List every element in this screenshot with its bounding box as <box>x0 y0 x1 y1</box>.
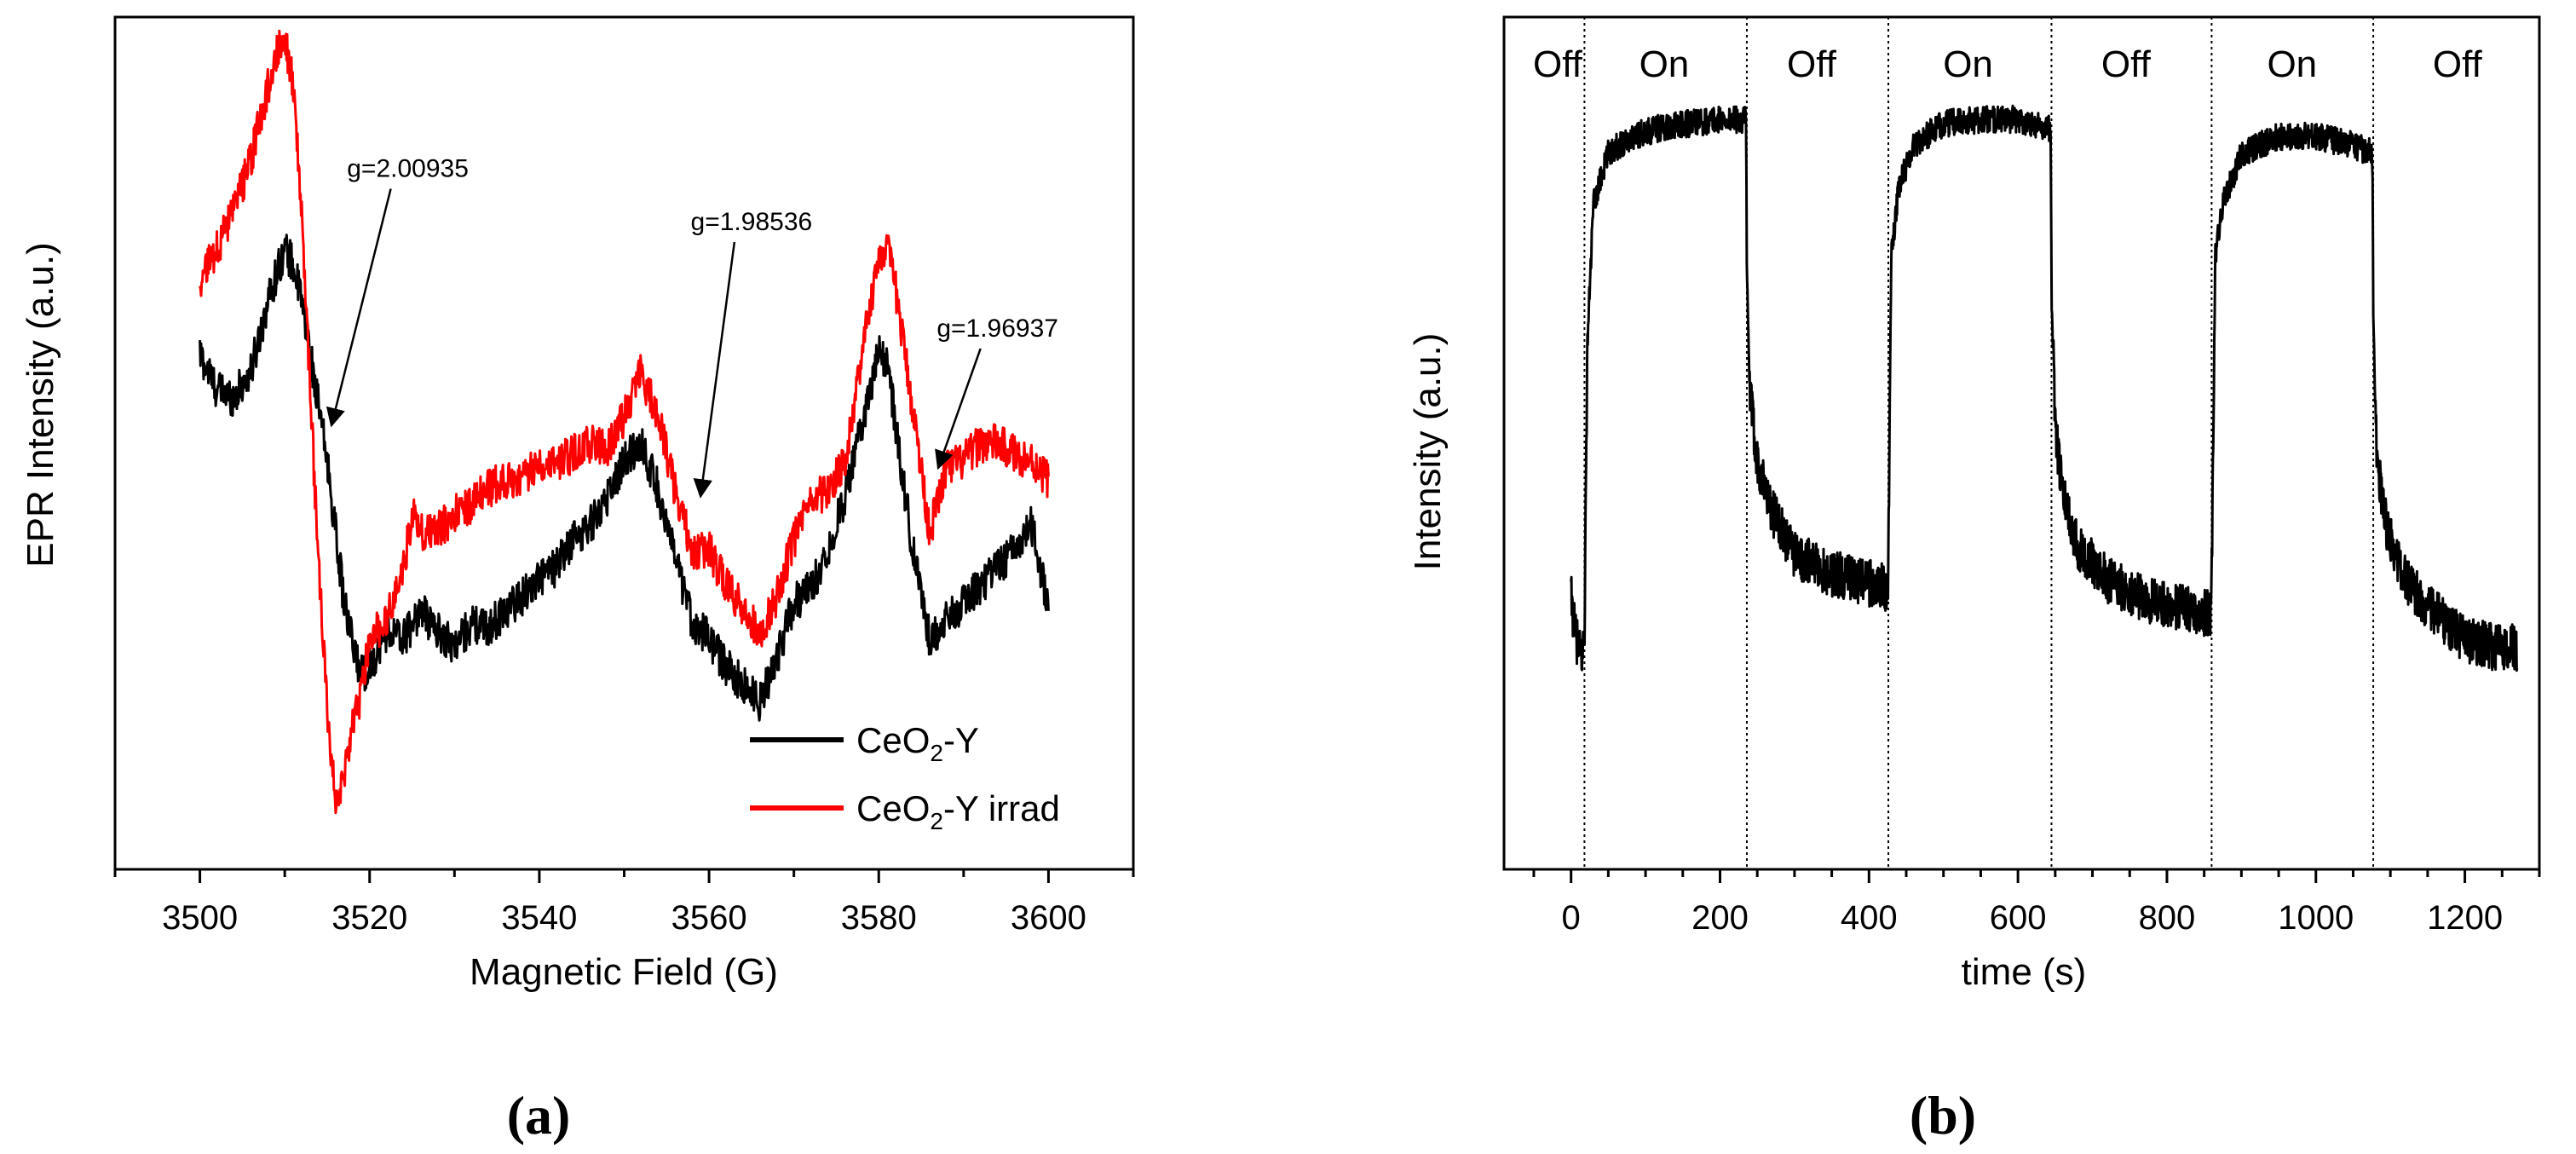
legend-label-ceo2-y-irrad-main: CeO <box>856 788 930 828</box>
panel-b-x-axis-title: time (s) <box>1962 951 2087 993</box>
panel-a-x-ticks <box>113 869 1135 883</box>
panel-a-x-tick-label: 3580 <box>841 899 917 937</box>
panel-a-label: (a) <box>507 1085 571 1145</box>
panel-b-x-tick-label: 1000 <box>2278 899 2354 937</box>
g-factor-annotation: g=1.96937 <box>936 314 1058 343</box>
panel-b-x-tick-label: 1200 <box>2427 899 2503 937</box>
panel-b: Off On Off On Off On Off 0 200 400 600 800 1000 1200… <box>1407 15 2541 1145</box>
panel-a-x-tick-label: 3520 <box>331 899 407 937</box>
panel-a-x-tick-labels: 3500 3520 3540 3560 3580 3600 <box>162 899 1086 937</box>
phase-label-on: On <box>1943 43 1993 85</box>
legend-label-ceo2-y-main: CeO <box>856 720 930 760</box>
panel-a-x-tick-label: 3500 <box>162 899 238 937</box>
legend-label-ceo2-y-rest: -Y <box>943 720 979 760</box>
panel-b-x-tick-label: 200 <box>1691 899 1749 937</box>
panel-a-x-tick-label: 3540 <box>501 899 577 937</box>
legend-label-ceo2-y-sub: 2 <box>930 740 943 766</box>
legend-label-ceo2-y-irrad-rest: -Y irrad <box>943 788 1060 828</box>
panel-b-x-tick-label: 0 <box>1562 899 1581 937</box>
panel-a-annotations: g=2.00935 g=1.98536 g=1.96937 <box>326 155 1058 499</box>
g-factor-annotation: g=2.00935 <box>347 155 469 183</box>
phase-label-on: On <box>1640 43 1690 85</box>
panel-a-x-tick-label: 3600 <box>1011 899 1086 937</box>
panel-b-phase-labels: Off On Off On Off On Off <box>1533 43 2483 85</box>
panel-a-y-axis-title: EPR Intensity (a.u.) <box>20 242 61 567</box>
series-line-ceo2-y <box>199 234 1050 722</box>
panel-a: 3500 3520 3540 3560 3580 3600 g=2.00935 g=1.98… <box>20 15 1135 1145</box>
phase-label-off: Off <box>2433 43 2483 85</box>
series-line-intensity <box>1570 104 2519 672</box>
panel-a-series-lines <box>199 29 1050 815</box>
panel-a-x-tick-label: 3560 <box>671 899 747 937</box>
phase-label-on: On <box>2267 43 2317 85</box>
g-factor-annotation: g=1.98536 <box>691 208 813 236</box>
panel-a-legend: CeO2-Y CeO2-Y irrad <box>750 720 1060 834</box>
panel-b-x-tick-label: 800 <box>2139 899 2196 937</box>
panel-b-axes-frame <box>1502 15 2541 871</box>
series-line-ceo2-y-irrad <box>199 29 1050 815</box>
phase-label-off: Off <box>2101 43 2152 85</box>
legend-label-ceo2-y-irrad-sub: 2 <box>930 808 943 834</box>
phase-label-off: Off <box>1787 43 1837 85</box>
panel-b-x-tick-label: 400 <box>1841 899 1898 937</box>
panel-b-x-ticks <box>1532 869 2541 883</box>
panel-b-y-axis-title: Intensity (a.u.) <box>1407 333 1449 571</box>
panel-b-x-tick-label: 600 <box>1990 899 2047 937</box>
phase-label-off: Off <box>1533 43 1583 85</box>
panel-a-x-axis-title: Magnetic Field (G) <box>470 951 778 993</box>
g-factor-arrow <box>326 188 392 428</box>
g-factor-arrow <box>935 348 982 470</box>
panel-b-label: (b) <box>1910 1085 1976 1145</box>
panel-b-series-lines <box>1570 104 2519 672</box>
legend-label-ceo2-y-irrad: CeO2-Y irrad <box>856 788 1060 834</box>
legend-label-ceo2-y: CeO2-Y <box>856 720 979 766</box>
g-factor-arrow <box>693 241 736 499</box>
panel-b-x-tick-labels: 0 200 400 600 800 1000 1200 <box>1562 899 2504 937</box>
